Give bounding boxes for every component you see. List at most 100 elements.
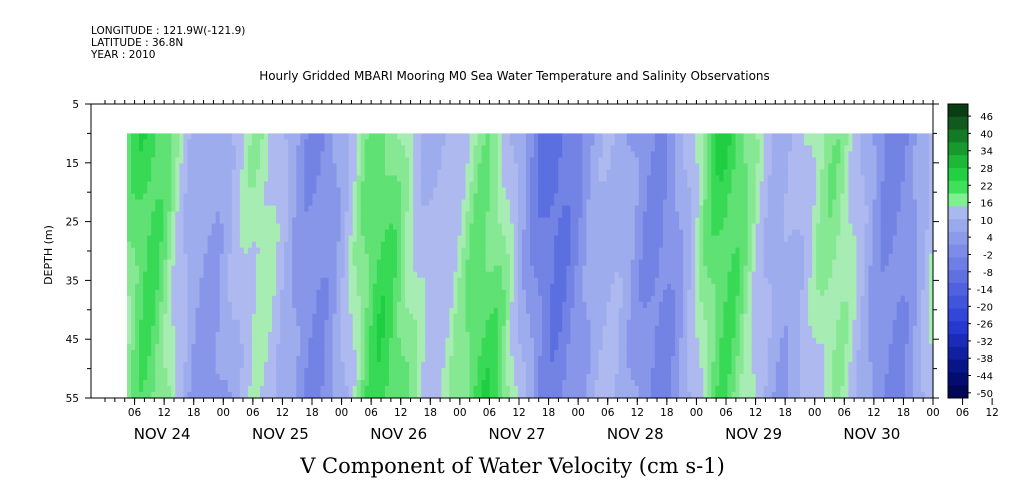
heatmap-cell xyxy=(417,295,422,303)
heatmap-cell xyxy=(441,331,446,339)
heatmap-cell xyxy=(199,379,205,387)
heatmap-cell xyxy=(207,283,213,291)
heatmap-cell xyxy=(554,139,559,147)
heatmap-cell xyxy=(457,307,463,315)
heatmap-cell xyxy=(247,355,253,363)
heatmap-cell xyxy=(465,235,471,243)
heatmap-cell xyxy=(139,151,144,159)
heatmap-cell xyxy=(497,235,503,243)
heatmap-cell xyxy=(397,181,402,189)
heatmap-cell xyxy=(272,253,277,261)
heatmap-cell xyxy=(461,151,467,159)
heatmap-cell xyxy=(284,151,289,159)
heatmap-cell xyxy=(481,331,487,339)
heatmap-cell xyxy=(481,307,487,315)
heatmap-cell xyxy=(191,211,197,219)
heatmap-cell xyxy=(276,325,281,333)
heatmap-cell xyxy=(392,379,398,387)
heatmap-cell xyxy=(457,235,463,243)
heatmap-cell xyxy=(183,163,189,171)
heatmap-cell xyxy=(316,319,322,327)
heatmap-cell xyxy=(376,241,382,249)
heatmap-cell xyxy=(272,379,277,387)
heatmap-cell xyxy=(332,313,338,321)
heatmap-cell xyxy=(469,253,475,261)
heatmap-cell xyxy=(284,319,289,327)
heatmap-cell xyxy=(562,283,567,291)
heatmap-cell xyxy=(445,367,450,375)
heatmap-cell xyxy=(437,283,442,291)
heatmap-cell xyxy=(292,241,297,249)
heatmap-cell xyxy=(167,199,172,207)
heatmap-cell xyxy=(272,307,277,315)
heatmap-cell xyxy=(308,331,313,339)
heatmap-cell xyxy=(259,241,265,249)
heatmap-cell xyxy=(485,151,491,159)
heatmap-cell xyxy=(405,367,410,375)
heatmap-cell xyxy=(151,175,156,183)
heatmap-cell xyxy=(276,301,281,309)
heatmap-cell xyxy=(505,361,511,369)
heatmap-cell xyxy=(243,313,249,321)
heatmap-cell xyxy=(324,391,330,399)
heatmap-cell xyxy=(578,265,583,273)
heatmap-cell xyxy=(332,187,338,195)
heatmap-cell xyxy=(530,265,535,273)
heatmap-cell xyxy=(259,373,265,381)
heatmap-cell xyxy=(255,355,261,363)
heatmap-cell xyxy=(255,205,261,213)
heatmap-cell xyxy=(195,139,201,147)
heatmap-cell xyxy=(135,241,140,249)
heatmap-cell xyxy=(231,259,237,267)
heatmap-cell xyxy=(421,265,426,273)
heatmap-cell xyxy=(433,331,438,339)
heatmap-cell xyxy=(384,385,390,393)
heatmap-cell xyxy=(550,199,555,207)
heatmap-cell xyxy=(356,301,362,309)
heatmap-cell xyxy=(473,355,479,363)
heatmap-cell xyxy=(219,391,225,399)
heatmap-cell xyxy=(538,373,543,381)
heatmap-cell xyxy=(243,187,249,195)
heatmap-cell xyxy=(417,193,422,201)
heatmap-cell xyxy=(304,187,309,195)
heatmap-cell xyxy=(280,319,285,327)
heatmap-cell xyxy=(191,253,197,261)
heatmap-cell xyxy=(372,373,378,381)
heatmap-cell xyxy=(429,211,434,219)
heatmap-cell xyxy=(135,277,140,285)
heatmap-cell xyxy=(509,337,515,345)
heatmap-cell xyxy=(521,193,527,201)
heatmap-cell xyxy=(538,307,543,315)
heatmap-cell xyxy=(324,313,330,321)
heatmap-cell xyxy=(388,331,394,339)
heatmap-cell xyxy=(449,235,455,243)
heatmap-cell xyxy=(324,211,330,219)
heatmap-cell xyxy=(372,235,378,243)
heatmap-cell xyxy=(509,385,515,393)
heatmap-cell xyxy=(259,187,265,195)
heatmap-cell xyxy=(513,169,519,177)
heatmap-cell xyxy=(320,223,326,231)
heatmap-cell xyxy=(276,223,281,231)
heatmap-cell xyxy=(469,241,475,249)
heatmap-cell xyxy=(554,301,559,309)
heatmap-cell xyxy=(566,373,571,381)
heatmap-cell xyxy=(542,229,547,237)
heatmap-cell xyxy=(392,217,398,225)
heatmap-cell xyxy=(517,271,523,279)
heatmap-cell xyxy=(316,265,322,273)
heatmap-cell xyxy=(372,253,378,261)
heatmap-cell xyxy=(159,373,164,381)
heatmap-cell xyxy=(413,241,418,249)
heatmap-cell xyxy=(521,379,527,387)
heatmap-cell xyxy=(131,169,136,177)
heatmap-cell xyxy=(534,265,539,273)
heatmap-cell xyxy=(143,199,148,207)
heatmap-cell xyxy=(525,253,531,261)
heatmap-cell xyxy=(131,385,136,393)
heatmap-cell xyxy=(175,277,180,285)
heatmap-cell xyxy=(501,313,507,321)
heatmap-cell xyxy=(203,265,209,273)
heatmap-cell xyxy=(219,277,225,285)
